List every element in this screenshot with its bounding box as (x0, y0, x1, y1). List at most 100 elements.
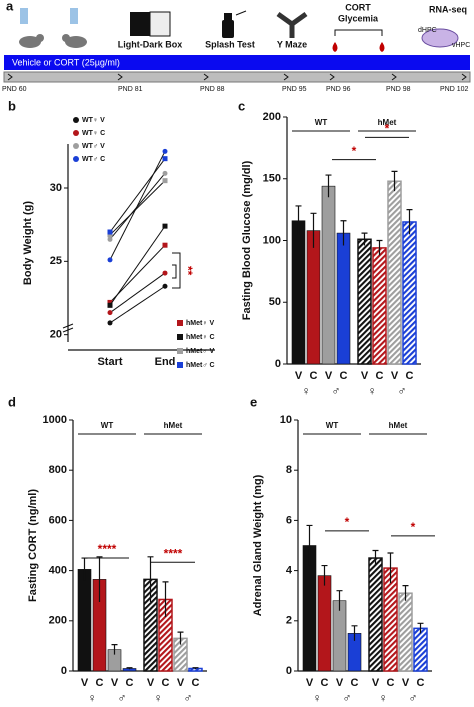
x-tick-label: C (376, 370, 384, 382)
x-tick-label: V (81, 677, 89, 689)
bar (291, 220, 306, 365)
legend-label: WT♀ V (82, 117, 105, 124)
annotation: ** (181, 266, 195, 276)
error-bar (111, 644, 118, 655)
panel-label: c (238, 98, 245, 113)
annotation: * (411, 520, 416, 534)
error-bar (336, 590, 343, 611)
panel-label: e (250, 394, 257, 409)
error-bar (162, 581, 169, 618)
legend-marker (73, 130, 79, 136)
annotation: * (385, 122, 390, 136)
legend-marker (177, 320, 183, 326)
y-tick-label: 4 (286, 565, 293, 577)
bar (357, 238, 372, 365)
error-bar (361, 232, 368, 246)
point (107, 232, 113, 238)
axis-break (62, 323, 74, 333)
box-icon (130, 11, 171, 37)
error-bar (340, 220, 347, 246)
sex-label: ♂ (118, 691, 127, 705)
x-tick-label: C (96, 677, 104, 689)
legend-label: hMet♀ V (186, 320, 215, 327)
task-label: RNA-seq (429, 4, 467, 14)
timeline-bar (3, 71, 471, 83)
task-label: Splash Test (205, 39, 255, 49)
bar (383, 567, 398, 672)
series-line (109, 158, 166, 233)
annotation: **** (164, 546, 183, 560)
legend-marker (177, 348, 183, 354)
error-bar (295, 205, 302, 236)
x-tick-label: Start (97, 356, 122, 368)
x-tick-label: C (310, 370, 318, 382)
panel-label: b (8, 98, 16, 113)
x-tick-label: C (387, 677, 395, 689)
legend-marker (73, 117, 79, 123)
bar (321, 185, 336, 365)
point (162, 178, 168, 184)
timeline-chevrons (7, 73, 467, 81)
error-bar (306, 524, 313, 566)
y-axis-label: Fasting Blood Glucose (mg/dl) (241, 160, 253, 320)
bar (317, 575, 332, 672)
day-label: PND 88 (200, 86, 225, 93)
x-tick-label: V (177, 677, 185, 689)
bar (332, 600, 347, 672)
error-bar (391, 170, 398, 192)
bar (372, 247, 387, 365)
legend-marker (177, 362, 183, 368)
y-tick-label: 6 (286, 514, 292, 526)
y-tick-label: 10 (280, 414, 292, 426)
y-tick-label: 100 (263, 234, 281, 246)
bar (77, 569, 92, 672)
legend-label: WT♀ C (82, 130, 105, 137)
legend-marker (73, 156, 79, 162)
y-tick-label: 150 (263, 173, 281, 185)
day-label: PND 60 (2, 86, 27, 93)
series-line (109, 285, 166, 324)
task-label: Light-Dark Box (118, 39, 183, 49)
ymaze-icon (276, 11, 308, 38)
mouse-icons (19, 8, 87, 48)
panel-label: a (6, 0, 14, 13)
treatment-label: Vehicle or CORT (25µg/ml) (12, 57, 120, 67)
x-tick-label: V (306, 677, 314, 689)
sex-label: ♀ (302, 384, 311, 398)
point (162, 170, 168, 176)
bar (402, 221, 417, 365)
error-bar (147, 556, 154, 602)
y-tick-label: 0 (286, 665, 292, 677)
bar (306, 230, 321, 365)
group-label: WT (315, 118, 328, 127)
sex-label: ♂ (398, 384, 407, 398)
x-tick-label: V (361, 370, 369, 382)
x-tick-label: V (111, 677, 119, 689)
y-tick-label: 1000 (43, 414, 67, 426)
group-label: WT (326, 421, 339, 430)
x-tick-label: C (126, 677, 134, 689)
significance-bracket (172, 252, 181, 289)
sex-label: ♂ (184, 691, 193, 705)
point (107, 229, 113, 235)
group-label: hMet (164, 421, 183, 430)
error-bar (417, 622, 424, 634)
y-tick-label: 200 (49, 615, 67, 627)
x-tick-label: V (336, 677, 344, 689)
y-tick-label: 25 (50, 255, 62, 267)
group-label: WT (101, 421, 114, 430)
y-axis-label: Body Weight (g) (22, 201, 34, 285)
y-tick-label: 200 (263, 111, 281, 123)
task-label: Y Maze (277, 39, 307, 49)
point (162, 148, 168, 154)
error-bar (192, 667, 199, 670)
day-label: PND 96 (326, 86, 351, 93)
y-tick-label: 400 (49, 565, 67, 577)
task-label: Glycemia (338, 13, 379, 23)
x-tick-label: C (192, 677, 200, 689)
error-bar (406, 209, 413, 235)
bar (413, 627, 428, 672)
sex-label: ♀ (379, 691, 388, 705)
point (107, 320, 113, 326)
